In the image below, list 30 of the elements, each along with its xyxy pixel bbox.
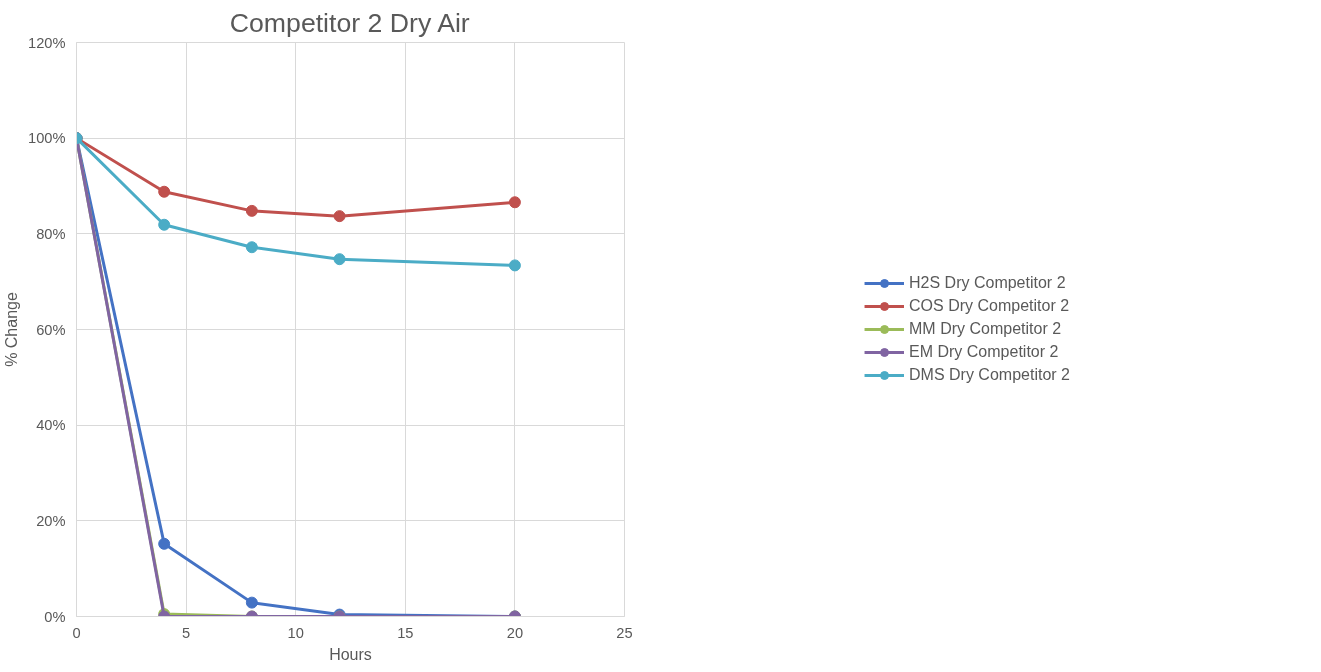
legend-label: EM Dry Competitor 2 bbox=[909, 343, 1059, 361]
point bbox=[158, 537, 171, 550]
x-tick-label: 15 bbox=[397, 624, 414, 641]
point bbox=[508, 259, 521, 272]
legend-label: DMS Dry Competitor 2 bbox=[909, 366, 1070, 384]
point bbox=[245, 204, 258, 217]
x-tick-label: 10 bbox=[287, 624, 304, 641]
y-tick-label: 40% bbox=[36, 417, 66, 434]
y-tick-label: 20% bbox=[36, 512, 66, 529]
point bbox=[333, 210, 346, 223]
x-tick-label: 0 bbox=[72, 624, 81, 641]
y-axis-title: % Change bbox=[3, 292, 21, 367]
y-tick-label: 100% bbox=[28, 130, 66, 147]
x-tick-label: 5 bbox=[182, 624, 191, 641]
legend-label: H2S Dry Competitor 2 bbox=[909, 274, 1066, 292]
y-tick-label: 0% bbox=[44, 608, 66, 625]
chart-title: Competitor 2 Dry Air bbox=[229, 7, 470, 38]
x-tick-label: 25 bbox=[616, 624, 633, 641]
point bbox=[245, 241, 258, 254]
point bbox=[158, 185, 171, 198]
legend-label: MM Dry Competitor 2 bbox=[909, 320, 1062, 338]
point bbox=[158, 218, 171, 231]
y-tick-label: 60% bbox=[36, 321, 66, 338]
point bbox=[508, 196, 521, 209]
point bbox=[333, 253, 346, 266]
x-tick-label: 20 bbox=[506, 624, 524, 641]
y-tick-label: 120% bbox=[28, 34, 66, 51]
y-tick-label: 80% bbox=[36, 225, 66, 242]
legend-label: COS Dry Competitor 2 bbox=[909, 297, 1070, 315]
x-axis-title: Hours bbox=[329, 645, 372, 663]
